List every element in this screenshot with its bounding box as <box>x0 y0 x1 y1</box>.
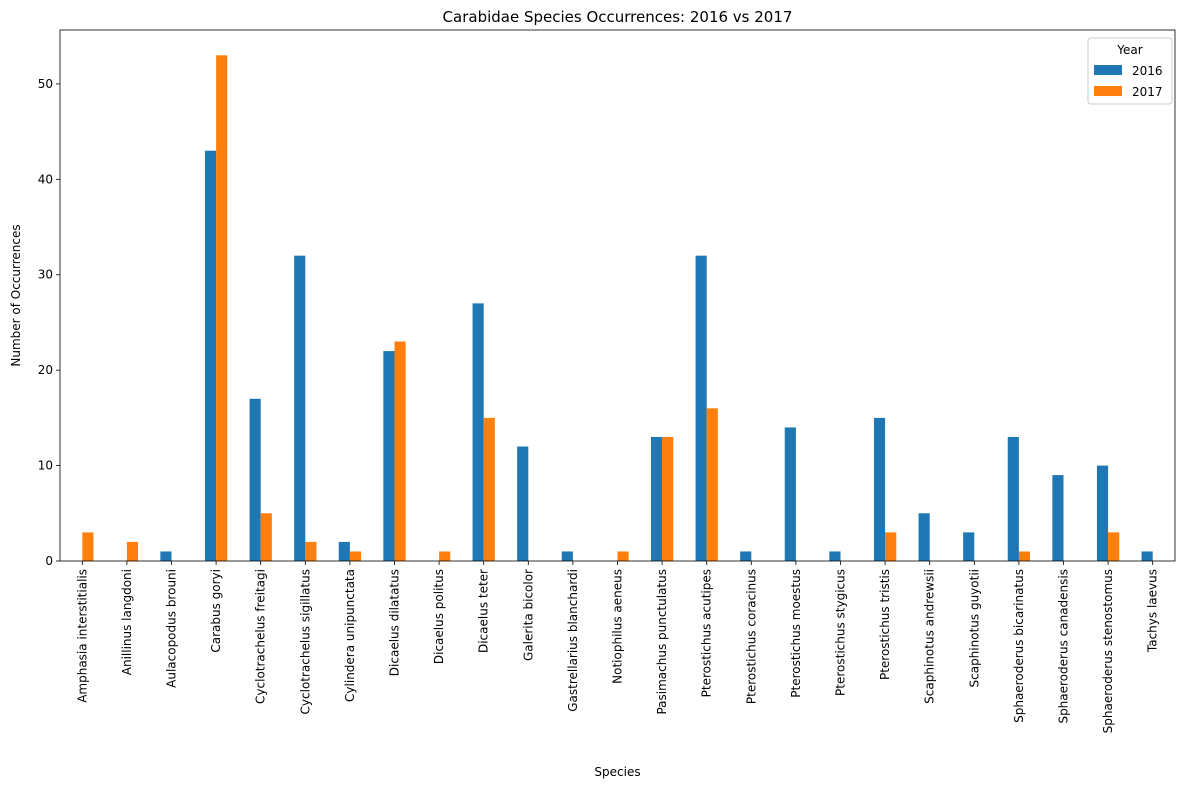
bar-2017-5 <box>305 541 317 561</box>
bar-2016-15 <box>740 551 752 561</box>
bar-2016-16 <box>784 427 796 561</box>
x-tick-label-22: Sphaeroderus canadensis <box>1057 569 1071 724</box>
y-axis: 0 10 20 30 40 50 <box>38 77 60 568</box>
bar-2017-21 <box>1018 551 1031 561</box>
bar-2016-3 <box>204 150 217 561</box>
x-tick-label-19: Scaphinotus andrewsii <box>923 569 937 704</box>
x-tick-label-15: Pterostichus coracinus <box>744 569 758 704</box>
x-tick-label-0: Amphasia interstitialis <box>75 569 89 703</box>
y-tick-label-30: 30 <box>38 268 53 282</box>
plot-frame <box>59 29 1176 562</box>
bar-2016-7 <box>383 351 395 561</box>
bar-2017-8 <box>439 551 451 561</box>
bar-2016-22 <box>1052 475 1064 561</box>
bar-2016-19 <box>918 513 930 561</box>
chart-title: Carabidae Species Occurrences: 2016 vs 2… <box>443 8 793 26</box>
x-tick-label-9: Dicaelus teter <box>477 569 491 653</box>
x-tick-label-2: Aulacopodus brouni <box>165 569 179 688</box>
x-tick-label-21: Sphaeroderus bicarinatus <box>1012 569 1026 723</box>
x-tick-label-14: Pterostichus acutipes <box>700 569 714 697</box>
bar-2017-3 <box>216 55 228 561</box>
x-tick-label-5: Cyclotrachelus sigillatus <box>298 569 312 714</box>
bar-2016-21 <box>1007 436 1019 561</box>
bar-2017-4 <box>260 513 272 561</box>
bar-2016-4 <box>249 398 261 561</box>
y-tick-label-10: 10 <box>38 459 53 473</box>
x-tick-label-12: Notiophilus aeneus <box>611 569 625 684</box>
x-tick-label-23: Sphaeroderus stenostomus <box>1101 569 1115 733</box>
y-axis-label: Number of Occurrences <box>9 224 23 366</box>
bar-2017-13 <box>662 436 674 561</box>
x-tick-label-8: Dicaelus politus <box>432 569 446 664</box>
x-axis-label: Species <box>594 765 640 779</box>
bar-2017-0 <box>82 532 94 561</box>
bar-2016-17 <box>829 551 841 561</box>
y-tick-label-0: 0 <box>45 554 53 568</box>
bar-2017-14 <box>706 408 718 561</box>
legend: Year 2016 2017 <box>1087 37 1173 105</box>
bar-2017-12 <box>617 551 629 561</box>
bar-2016-2 <box>160 551 172 561</box>
bar-2016-13 <box>650 436 663 561</box>
bar-2017-18 <box>885 532 897 561</box>
legend-title: Year <box>1116 43 1142 57</box>
bar-2017-9 <box>483 417 495 561</box>
bar-2016-18 <box>873 417 886 561</box>
x-tick-label-17: Pterostichus stygicus <box>834 569 848 696</box>
legend-swatch-2016 <box>1094 65 1122 75</box>
bar-2016-20 <box>963 532 975 561</box>
bar-2016-11 <box>561 551 573 561</box>
legend-swatch-2017 <box>1094 86 1122 96</box>
x-tick-label-10: Galerita bicolor <box>521 569 535 661</box>
x-tick-label-16: Pterostichus moestus <box>789 569 803 698</box>
bar-2016-24 <box>1141 551 1153 561</box>
bar-2017-1 <box>126 541 139 561</box>
x-tick-label-11: Gastrellarius blanchardi <box>566 569 580 712</box>
x-axis: Amphasia interstitialis Anillinus langdon… <box>75 561 1160 733</box>
x-tick-label-3: Carabus goryi <box>209 569 223 653</box>
bar-2016-5 <box>294 255 306 561</box>
bar-2016-9 <box>472 303 484 561</box>
y-tick-label-40: 40 <box>38 172 53 186</box>
x-tick-label-20: Scaphinotus guyotii <box>967 569 981 688</box>
x-tick-label-7: Dicaelus dilatatus <box>388 569 402 676</box>
bar-2017-7 <box>394 341 406 561</box>
x-tick-label-18: Pterostichus tristis <box>878 569 892 680</box>
legend-label-2017: 2017 <box>1132 85 1163 99</box>
x-tick-label-13: Pasimachus punctulatus <box>655 569 669 715</box>
x-tick-label-4: Cyclotrachelus freitagi <box>254 569 268 704</box>
bar-2017-23 <box>1108 532 1120 561</box>
y-tick-label-50: 50 <box>38 77 53 91</box>
bar-2016-23 <box>1096 465 1109 561</box>
bar-2017-6 <box>349 551 362 561</box>
bar-2016-10 <box>517 446 529 561</box>
bars-layer <box>82 55 1153 561</box>
legend-label-2016: 2016 <box>1132 64 1163 78</box>
bar-2016-14 <box>695 255 707 561</box>
bar-2016-6 <box>338 541 350 561</box>
x-tick-label-6: Cylindera unipunctata <box>343 569 357 702</box>
x-tick-label-24: Tachys laevus <box>1146 569 1160 653</box>
x-tick-label-1: Anillinus langdoni <box>120 569 134 675</box>
y-tick-label-20: 20 <box>38 363 53 377</box>
